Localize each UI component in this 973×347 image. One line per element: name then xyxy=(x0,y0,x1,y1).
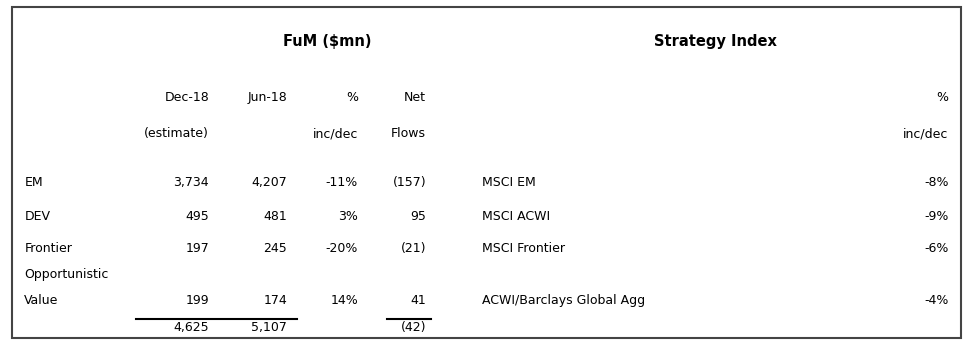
Text: 3%: 3% xyxy=(339,210,358,223)
Text: 95: 95 xyxy=(411,210,426,223)
Text: DEV: DEV xyxy=(24,210,51,223)
Text: 5,107: 5,107 xyxy=(251,321,287,335)
Text: MSCI Frontier: MSCI Frontier xyxy=(482,242,564,255)
Text: Opportunistic: Opportunistic xyxy=(24,268,109,281)
Text: 495: 495 xyxy=(186,210,209,223)
Text: -20%: -20% xyxy=(326,242,358,255)
Text: MSCI EM: MSCI EM xyxy=(482,176,535,189)
Text: (157): (157) xyxy=(392,176,426,189)
Text: Strategy Index: Strategy Index xyxy=(654,34,776,49)
Text: Flows: Flows xyxy=(391,127,426,140)
Text: -6%: -6% xyxy=(924,242,949,255)
Text: 481: 481 xyxy=(264,210,287,223)
Text: 14%: 14% xyxy=(330,294,358,307)
Text: 245: 245 xyxy=(264,242,287,255)
Text: Net: Net xyxy=(404,91,426,104)
Text: FuM ($mn): FuM ($mn) xyxy=(283,34,372,49)
Text: (estimate): (estimate) xyxy=(144,127,209,140)
Text: 174: 174 xyxy=(264,294,287,307)
Text: EM: EM xyxy=(24,176,43,189)
Text: Jun-18: Jun-18 xyxy=(247,91,287,104)
Text: %: % xyxy=(937,91,949,104)
FancyBboxPatch shape xyxy=(12,7,961,338)
Text: -9%: -9% xyxy=(924,210,949,223)
Text: ACWI/Barclays Global Agg: ACWI/Barclays Global Agg xyxy=(482,294,645,307)
Text: 3,734: 3,734 xyxy=(173,176,209,189)
Text: Dec-18: Dec-18 xyxy=(164,91,209,104)
Text: Frontier: Frontier xyxy=(24,242,72,255)
Text: 41: 41 xyxy=(411,294,426,307)
Text: 197: 197 xyxy=(186,242,209,255)
Text: inc/dec: inc/dec xyxy=(903,127,949,140)
Text: 4,625: 4,625 xyxy=(173,321,209,335)
Text: -4%: -4% xyxy=(924,294,949,307)
Text: Value: Value xyxy=(24,294,58,307)
Text: -8%: -8% xyxy=(924,176,949,189)
Text: (42): (42) xyxy=(401,321,426,335)
Text: MSCI ACWI: MSCI ACWI xyxy=(482,210,550,223)
Text: %: % xyxy=(346,91,358,104)
Text: (21): (21) xyxy=(401,242,426,255)
Text: 199: 199 xyxy=(186,294,209,307)
Text: 4,207: 4,207 xyxy=(251,176,287,189)
Text: inc/dec: inc/dec xyxy=(312,127,358,140)
Text: -11%: -11% xyxy=(326,176,358,189)
